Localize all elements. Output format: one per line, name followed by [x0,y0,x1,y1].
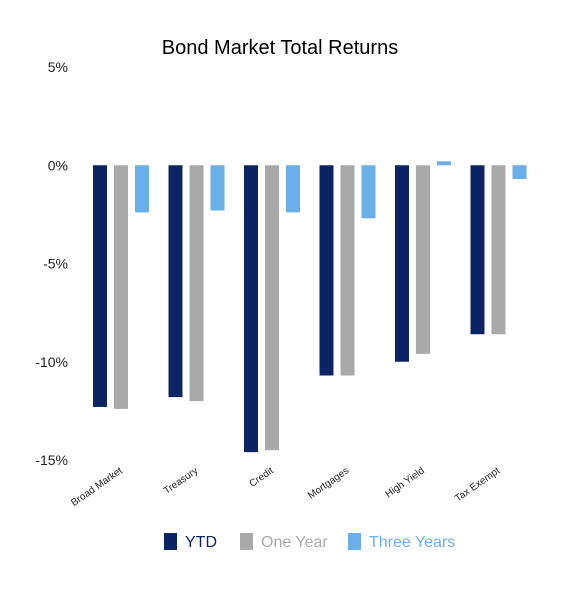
bar [244,165,258,453]
y-tick-label: 0% [48,157,68,173]
bars [93,161,527,453]
y-tick-label: 5% [48,59,68,75]
x-tick-label: Mortgages [306,465,351,501]
legend-swatch [240,533,253,550]
bar [395,165,409,362]
legend-swatch [348,533,361,550]
bar [470,165,485,335]
bar [93,165,107,407]
x-tick-label: High Yield [384,465,427,500]
legend-label: Three Years [369,534,455,551]
bar [416,165,430,354]
x-tick-label: Treasury [162,465,200,496]
bar [512,165,527,180]
bar [437,161,451,166]
bar [361,165,376,219]
bar [265,165,279,451]
legend: YTD One Year Three Years [164,533,455,551]
bar [168,165,183,398]
bar [114,165,128,409]
x-tick-label: Broad Market [69,465,125,509]
y-axis: 5% 0% -5% -10% -15% [35,59,68,468]
x-axis: Broad Market Treasury Credit Mortgages High … [69,465,502,509]
x-tick-label: Tax Exempt [453,465,502,504]
bar [340,165,355,376]
bar [319,165,334,376]
bar [286,165,300,213]
y-tick-label: -10% [35,354,68,370]
legend-label: One Year [261,534,328,551]
bar [210,165,225,211]
legend-label: YTD [185,534,217,551]
bar [491,165,506,335]
bar [135,165,149,213]
y-tick-label: -15% [35,452,68,468]
legend-swatch [164,533,177,550]
chart-title: Bond Market Total Returns [162,37,398,59]
x-tick-label: Credit [248,465,276,489]
bar [189,165,204,402]
y-tick-label: -5% [43,256,68,272]
